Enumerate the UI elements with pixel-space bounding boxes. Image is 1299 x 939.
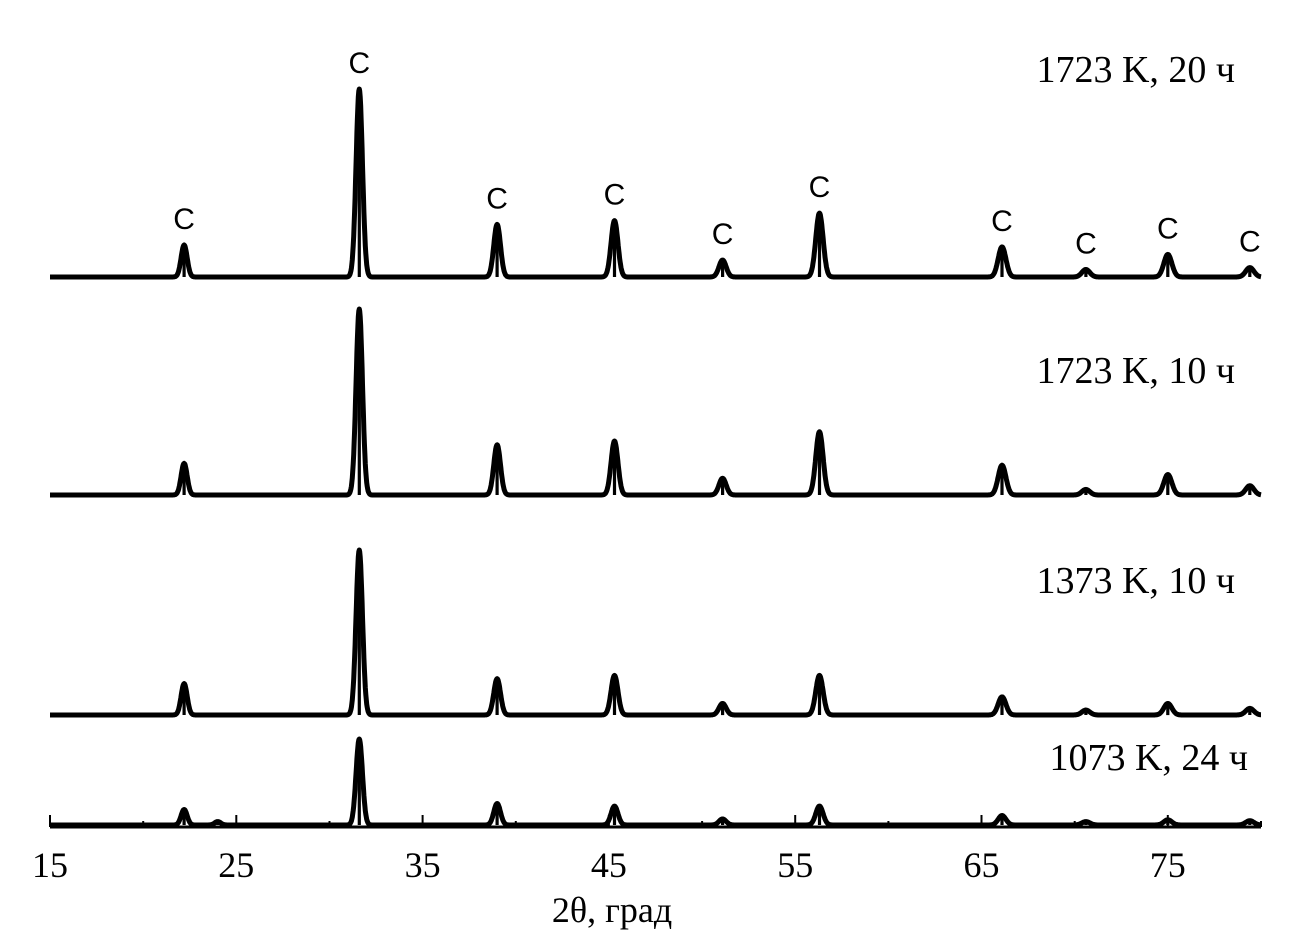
peak-marker-c-10: C bbox=[1239, 226, 1261, 259]
peak-4-9 bbox=[1084, 821, 1088, 825]
peak-marker-c-1: C bbox=[173, 203, 195, 236]
peak-1-7 bbox=[1000, 246, 1004, 277]
traces-group bbox=[48, 86, 1263, 828]
peak-2-7 bbox=[1000, 465, 1004, 495]
peak-marker-c-9: C bbox=[1157, 212, 1179, 245]
peak-2-4 bbox=[612, 441, 617, 495]
x-tick-label: 25 bbox=[218, 845, 254, 885]
peak-2-2 bbox=[357, 309, 361, 495]
peak-4-5 bbox=[612, 806, 617, 825]
peak-marker-c-8: C bbox=[1075, 228, 1097, 261]
peak-1-8 bbox=[1084, 269, 1088, 277]
x-tick-label: 35 bbox=[405, 845, 441, 885]
series-label-2: 1723 K, 10 ч bbox=[1036, 350, 1235, 392]
peak-4-7 bbox=[817, 806, 822, 825]
series-trace-4 bbox=[48, 736, 1263, 828]
peak-1-3 bbox=[495, 224, 499, 277]
peak-1-1 bbox=[182, 245, 186, 277]
x-tick-label: 75 bbox=[1150, 845, 1186, 885]
peak-3-6 bbox=[817, 675, 822, 715]
peak-2-3 bbox=[495, 444, 499, 495]
peak-3-8 bbox=[1084, 710, 1088, 715]
peak-3-10 bbox=[1248, 708, 1252, 715]
peak-2-6 bbox=[817, 431, 822, 495]
series-trace-3 bbox=[48, 547, 1263, 718]
peak-marker-c-6: C bbox=[809, 171, 831, 204]
peak-1-9 bbox=[1166, 254, 1170, 277]
series-label-3: 1373 K, 10 ч bbox=[1036, 560, 1235, 602]
peak-3-5 bbox=[721, 703, 725, 716]
peak-2-5 bbox=[721, 478, 725, 495]
x-tick-label: 15 bbox=[32, 845, 68, 885]
x-tick-label: 55 bbox=[777, 845, 813, 885]
peak-1-2 bbox=[357, 89, 361, 277]
series-label-1: 1723 K, 20 ч bbox=[1036, 49, 1235, 91]
series-labels-group: 1723 K, 20 ч 1723 K, 10 ч 1373 K, 10 ч 1073… bbox=[1036, 49, 1248, 779]
peak-marker-c-4: C bbox=[604, 179, 626, 212]
x-axis: 15 25 35 45 55 65 75 bbox=[32, 815, 1262, 885]
x-tick-label: 65 bbox=[964, 845, 1000, 885]
peak-3-3 bbox=[495, 678, 499, 715]
peak-marker-c-5: C bbox=[712, 218, 734, 251]
peak-1-10 bbox=[1248, 267, 1252, 277]
x-tick-label: 45 bbox=[591, 845, 627, 885]
peak-markers-group: C C C C C C C C C C bbox=[173, 47, 1260, 261]
peak-3-2 bbox=[357, 550, 361, 715]
series-trace-2 bbox=[48, 306, 1263, 498]
peak-marker-c-2: C bbox=[348, 47, 370, 80]
peak-marker-c-3: C bbox=[486, 182, 508, 215]
peak-3-9 bbox=[1166, 703, 1170, 716]
peak-4-6 bbox=[721, 819, 725, 825]
peak-marker-c-7: C bbox=[991, 205, 1013, 238]
peak-4-11 bbox=[1248, 820, 1252, 825]
peak-3-4 bbox=[612, 675, 617, 715]
peak-2-9 bbox=[1166, 474, 1170, 495]
peak-2-10 bbox=[1248, 485, 1252, 495]
peak-4-8 bbox=[1000, 815, 1004, 825]
peak-1-6 bbox=[817, 213, 822, 277]
peak-4-1 bbox=[182, 809, 186, 825]
x-axis-title: 2θ, град bbox=[552, 890, 672, 930]
peak-1-5 bbox=[721, 260, 725, 277]
peak-3-7 bbox=[1000, 696, 1004, 715]
peak-4-4 bbox=[495, 803, 499, 825]
peak-4-2 bbox=[216, 821, 220, 825]
peak-4-3 bbox=[357, 739, 361, 825]
peak-2-1 bbox=[182, 463, 186, 495]
series-trace-1 bbox=[48, 86, 1263, 280]
series-label-4: 1073 K, 24 ч bbox=[1049, 737, 1248, 779]
peak-1-4 bbox=[612, 220, 617, 277]
peak-3-1 bbox=[182, 683, 186, 715]
peak-2-8 bbox=[1084, 489, 1088, 495]
